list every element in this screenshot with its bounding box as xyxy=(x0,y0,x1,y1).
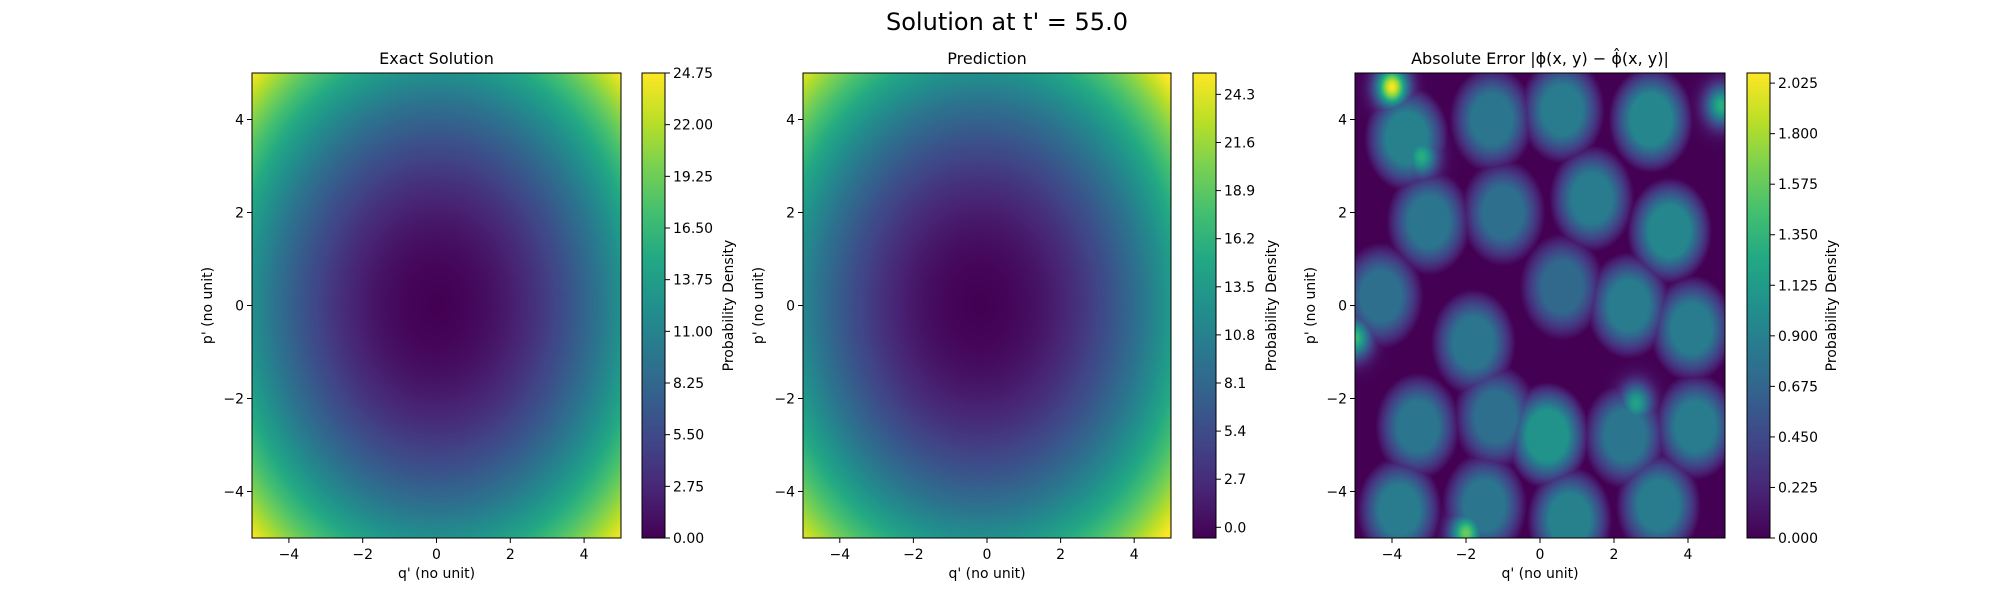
y-tick-label: 2 xyxy=(235,206,244,222)
colorbar-ticks: 0.0 2.7 5.4 8.1 10.8 13.5 16.2 18.9 21.6 24.3 xyxy=(1216,87,1255,536)
colorbar-gradient xyxy=(1747,73,1770,538)
x-axis-label: q' (no unit) xyxy=(398,566,475,582)
colorbar-frame xyxy=(641,72,666,539)
y-tick-label: 4 xyxy=(235,113,244,129)
colorbar-tick-label: 22.00 xyxy=(673,118,713,134)
colorbar-tick-label: 10.8 xyxy=(1224,328,1255,344)
x-tick-label: 2 xyxy=(1056,547,1065,563)
colorbar-tick-label: 0.225 xyxy=(1778,480,1818,496)
colorbar-tick-label: 13.5 xyxy=(1224,280,1255,296)
panel-title: Prediction xyxy=(947,49,1026,68)
colorbar-tick-label: 1.575 xyxy=(1778,177,1818,193)
x-tick-label: −2 xyxy=(1456,547,1477,563)
heatmap-image xyxy=(252,73,621,538)
colorbar-ticks: 0.000 0.225 0.450 0.675 0.900 1.125 1.350 1.575… xyxy=(1770,76,1818,547)
x-tick-label: 2 xyxy=(1610,547,1619,563)
colorbar-tick-label: 0.450 xyxy=(1778,430,1818,446)
colorbar-tick-label: 0.900 xyxy=(1778,329,1818,345)
y-tick-label: −4 xyxy=(1326,485,1347,501)
colorbar-tick-label: 0.0 xyxy=(1224,520,1246,536)
heatmap-image xyxy=(803,73,1171,538)
colorbar-tick-label: 16.50 xyxy=(673,221,713,237)
y-axis-ticks: −4 −2 0 2 4 xyxy=(1326,113,1355,501)
x-tick-label: 0 xyxy=(432,547,441,563)
colorbar-tick-label: 5.4 xyxy=(1224,424,1246,440)
colorbar-tick-label: 2.025 xyxy=(1778,76,1818,92)
colorbar-tick-label: 8.25 xyxy=(673,376,704,392)
y-tick-label: 0 xyxy=(1338,299,1347,315)
colorbar-tick-label: 18.9 xyxy=(1224,184,1255,200)
y-tick-label: −2 xyxy=(223,392,244,408)
x-axis-label: q' (no unit) xyxy=(1501,566,1578,582)
colorbar-label: Probability Density xyxy=(1264,240,1280,372)
colorbar-label: Probability Density xyxy=(1824,240,1840,372)
y-tick-label: −2 xyxy=(1326,392,1347,408)
y-tick-label: 2 xyxy=(1338,206,1347,222)
y-tick-label: −4 xyxy=(223,485,244,501)
colorbar-tick-label: 24.3 xyxy=(1224,87,1255,103)
colorbar-tick-label: 2.7 xyxy=(1224,472,1246,488)
y-tick-label: 0 xyxy=(786,299,795,315)
x-tick-label: 4 xyxy=(580,547,589,563)
colorbar-tick-label: 0.675 xyxy=(1778,379,1818,395)
panel-absolute-error: Absolute Error |ϕ(x, y) − ϕ̂(x, y)| −4 −2… xyxy=(1303,48,1840,582)
colorbar-label: Probability Density xyxy=(721,240,737,372)
y-axis-label: p' (no unit) xyxy=(751,267,767,344)
y-axis-ticks: −4 −2 0 2 4 xyxy=(223,113,252,501)
x-axis-label: q' (no unit) xyxy=(948,566,1025,582)
colorbar-tick-label: 1.125 xyxy=(1778,278,1818,294)
colorbar-tick-label: 5.50 xyxy=(673,428,704,444)
y-axis-ticks: −4 −2 0 2 4 xyxy=(774,113,803,501)
x-tick-label: −2 xyxy=(352,547,373,563)
figure-suptitle: Solution at t' = 55.0 xyxy=(886,8,1128,36)
colorbar-tick-label: 11.00 xyxy=(673,324,713,340)
panel-exact-solution: Exact Solution −4 −2 0 2 4 −4 −2 0 2 4 q' (no un… xyxy=(200,49,737,582)
colorbar-gradient xyxy=(1193,73,1216,538)
y-tick-label: 2 xyxy=(786,206,795,222)
x-axis-ticks: −4 −2 0 2 4 xyxy=(829,538,1139,563)
x-tick-label: 4 xyxy=(1684,547,1693,563)
y-tick-label: 4 xyxy=(1338,113,1347,129)
colorbar-tick-label: 13.75 xyxy=(673,273,713,289)
x-tick-label: −2 xyxy=(903,547,924,563)
colorbar-tick-label: 24.75 xyxy=(673,66,713,82)
colorbar-tick-label: 2.75 xyxy=(673,479,704,495)
colorbar-gradient xyxy=(642,73,665,538)
x-tick-label: −4 xyxy=(829,547,850,563)
x-tick-label: −4 xyxy=(1382,547,1403,563)
heatmap-image xyxy=(1355,73,1725,538)
y-axis-label: p' (no unit) xyxy=(1303,267,1319,344)
x-axis-ticks: −4 −2 0 2 4 xyxy=(1382,538,1693,563)
colorbar-tick-label: 19.25 xyxy=(673,169,713,185)
colorbar-tick-label: 21.6 xyxy=(1224,135,1255,151)
x-tick-label: 4 xyxy=(1130,547,1139,563)
y-axis-label: p' (no unit) xyxy=(200,267,216,344)
x-axis-ticks: −4 −2 0 2 4 xyxy=(279,538,589,563)
colorbar-tick-label: 1.350 xyxy=(1778,228,1818,244)
x-tick-label: −4 xyxy=(279,547,300,563)
colorbar-tick-label: 0.00 xyxy=(673,531,704,547)
x-tick-label: 0 xyxy=(983,547,992,563)
colorbar-ticks: 0.00 2.75 5.50 8.25 11.00 13.75 16.50 19.25 22.0… xyxy=(665,66,713,547)
y-tick-label: 0 xyxy=(235,299,244,315)
y-tick-label: −4 xyxy=(774,485,795,501)
panel-title: Absolute Error |ϕ(x, y) − ϕ̂(x, y)| xyxy=(1411,48,1669,68)
x-tick-label: 0 xyxy=(1536,547,1545,563)
panel-title: Exact Solution xyxy=(379,49,494,68)
colorbar-frame xyxy=(1746,72,1771,539)
colorbar-frame xyxy=(1192,72,1217,539)
x-tick-label: 2 xyxy=(506,547,515,563)
colorbar-tick-label: 8.1 xyxy=(1224,376,1246,392)
colorbar-tick-label: 16.2 xyxy=(1224,232,1255,248)
colorbar-tick-label: 1.800 xyxy=(1778,127,1818,143)
y-tick-label: −2 xyxy=(774,392,795,408)
colorbar-tick-label: 0.000 xyxy=(1778,531,1818,547)
y-tick-label: 4 xyxy=(786,113,795,129)
